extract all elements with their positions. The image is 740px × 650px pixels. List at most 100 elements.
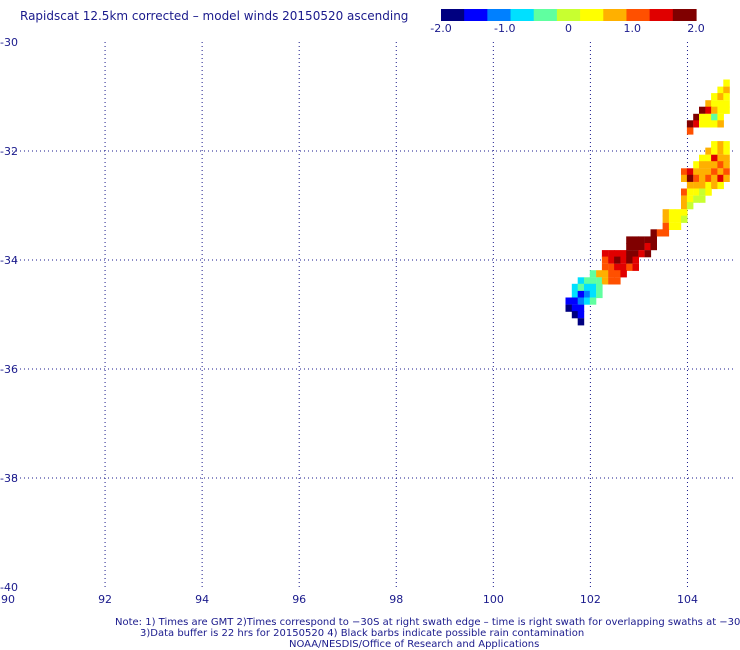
wind-cell [608, 263, 615, 271]
wind-cell [565, 304, 572, 312]
wind-cell [650, 243, 657, 251]
wind-cell [699, 168, 706, 176]
wind-cell [577, 277, 585, 285]
wind-cell [711, 141, 718, 149]
wind-cell [601, 270, 609, 278]
longitude-tick-label: 100 [483, 593, 504, 606]
wind-cell [711, 161, 718, 169]
colorbar-swatch [626, 9, 651, 21]
wind-cell [699, 120, 706, 128]
wind-cell [577, 311, 585, 319]
colorbar-labels: -2.0 -1.0 0 1.0 2.0 [430, 22, 704, 35]
wind-cell [601, 256, 609, 264]
colorbar-swatch [556, 9, 581, 21]
wind-cell [571, 290, 579, 299]
wind-cell [662, 215, 670, 223]
wind-cell [614, 263, 621, 271]
wind-cell [662, 209, 670, 217]
wind-cell [608, 270, 615, 278]
wind-cell [705, 147, 712, 155]
colorbar-label: -1.0 [494, 22, 515, 35]
wind-cell [662, 229, 670, 237]
wind-cell [711, 113, 718, 121]
wind-cell [705, 168, 712, 176]
wind-cell [711, 147, 718, 155]
wind-cell [686, 195, 694, 203]
colorbar-swatch [672, 9, 697, 21]
wind-cell [699, 161, 706, 169]
wind-cell [589, 283, 597, 291]
wind-cell [723, 161, 730, 169]
wind-cell [614, 256, 621, 264]
wind-cell [717, 168, 724, 176]
wind-cell [638, 236, 645, 244]
wind-cell [686, 120, 694, 128]
colorbar-label: 0 [565, 22, 572, 35]
wind-cell [693, 181, 700, 190]
wind-cell [711, 100, 718, 108]
wind-cell [650, 229, 657, 237]
wind-cell [589, 290, 597, 299]
wind-cell [699, 174, 706, 182]
wind-cell [681, 188, 688, 196]
wind-cell [723, 141, 730, 149]
wind-cell [644, 236, 652, 244]
latitude-tick-labels: -30 -32 -34 -36 -38 -40 [0, 36, 18, 594]
wind-cell [699, 195, 706, 203]
wind-cell [620, 263, 627, 271]
wind-cell [620, 256, 627, 264]
wind-cell [686, 127, 694, 135]
wind-cell [717, 161, 724, 169]
wind-cell [705, 188, 712, 196]
wind-cell [626, 243, 633, 251]
wind-cell [632, 243, 639, 251]
wind-cell [686, 174, 694, 182]
wind-cell [693, 195, 700, 203]
wind-cell [681, 195, 688, 203]
wind-cell [699, 154, 706, 162]
wind-cell [596, 290, 603, 299]
wind-cell [705, 154, 712, 162]
wind-cell [632, 250, 639, 258]
note-line-2: 3)Data buffer is 22 hrs for 20150520 4) … [140, 628, 584, 639]
wind-cell [601, 250, 609, 258]
wind-cell [584, 283, 591, 291]
colorbar-swatch [464, 9, 488, 21]
wind-cell [596, 283, 603, 291]
wind-cell [699, 106, 706, 114]
wind-cell [693, 188, 700, 196]
wind-cell [596, 270, 603, 278]
colorbar-swatch [603, 9, 628, 21]
wind-cell [711, 181, 718, 190]
wind-cell [656, 229, 664, 237]
colorbar [441, 9, 697, 21]
colorbar-label: 2.0 [687, 22, 705, 35]
wind-cell [577, 318, 585, 326]
wind-cell [632, 263, 639, 271]
longitude-tick-label: 90 [1, 593, 15, 606]
wind-cell [601, 263, 609, 271]
wind-cell [681, 215, 688, 223]
wind-cell [589, 270, 597, 278]
wind-cell [723, 168, 730, 176]
wind-cell [571, 311, 579, 319]
longitude-tick-label: 96 [292, 593, 306, 606]
longitude-tick-label: 104 [677, 593, 698, 606]
wind-cell [699, 113, 706, 121]
lat-lon-grid [8, 42, 736, 587]
wind-cell [711, 120, 718, 128]
wind-cell [626, 250, 633, 258]
wind-cell [571, 297, 579, 305]
colorbar-swatch [487, 9, 512, 21]
wind-cell [699, 181, 706, 190]
wind-cell [632, 256, 639, 264]
latitude-tick-label: -38 [0, 472, 18, 485]
wind-cell [693, 168, 700, 176]
wind-cell [614, 270, 621, 278]
wind-cell [601, 277, 609, 285]
colorbar-label: -2.0 [430, 22, 451, 35]
longitude-tick-label: 102 [580, 593, 601, 606]
latitude-tick-label: -30 [0, 36, 18, 49]
wind-cell [717, 141, 724, 149]
